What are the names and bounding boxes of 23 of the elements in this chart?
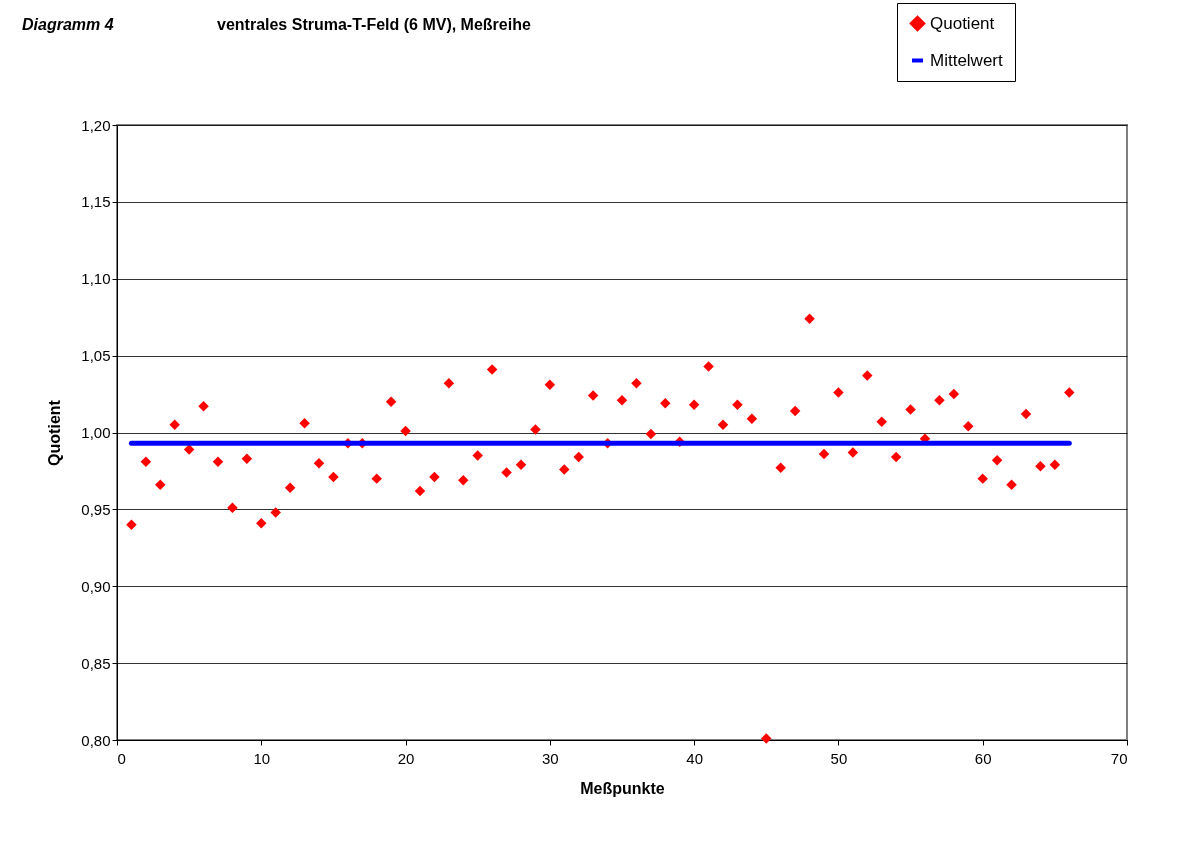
y-tick-label: 1,05 — [81, 347, 111, 365]
x-tick-label: 20 — [397, 749, 415, 767]
y-axis-title: Quotient — [46, 399, 64, 466]
y-tick-label: 0,85 — [81, 654, 111, 672]
y-tick-label: 1,15 — [81, 193, 111, 211]
y-tick-label: 1,10 — [81, 270, 111, 288]
legend-label: Mittelwert — [930, 50, 1004, 70]
x-tick-label: 70 — [1110, 749, 1128, 767]
chart-subtitle: ventrales Struma-T-Feld (6 MV), Meßreihe — [217, 16, 531, 33]
legend-label: Quotient — [930, 13, 995, 33]
chart-title: Diagramm 4 — [22, 16, 114, 33]
x-tick-label: 50 — [830, 749, 848, 767]
x-axis-title: Meßpunkte — [580, 779, 665, 797]
y-tick-label: 1,20 — [81, 116, 111, 134]
y-tick-label: 0,90 — [81, 577, 111, 595]
y-tick-label: 0,95 — [81, 500, 111, 518]
x-tick-label: 10 — [253, 749, 271, 767]
y-tick-label: 0,80 — [81, 731, 111, 749]
x-tick-label: 30 — [542, 749, 559, 767]
x-tick-label: 60 — [974, 749, 992, 767]
x-tick-label: 40 — [686, 749, 703, 767]
x-tick-label: 0 — [117, 749, 126, 767]
y-tick-label: 1,00 — [81, 424, 111, 441]
